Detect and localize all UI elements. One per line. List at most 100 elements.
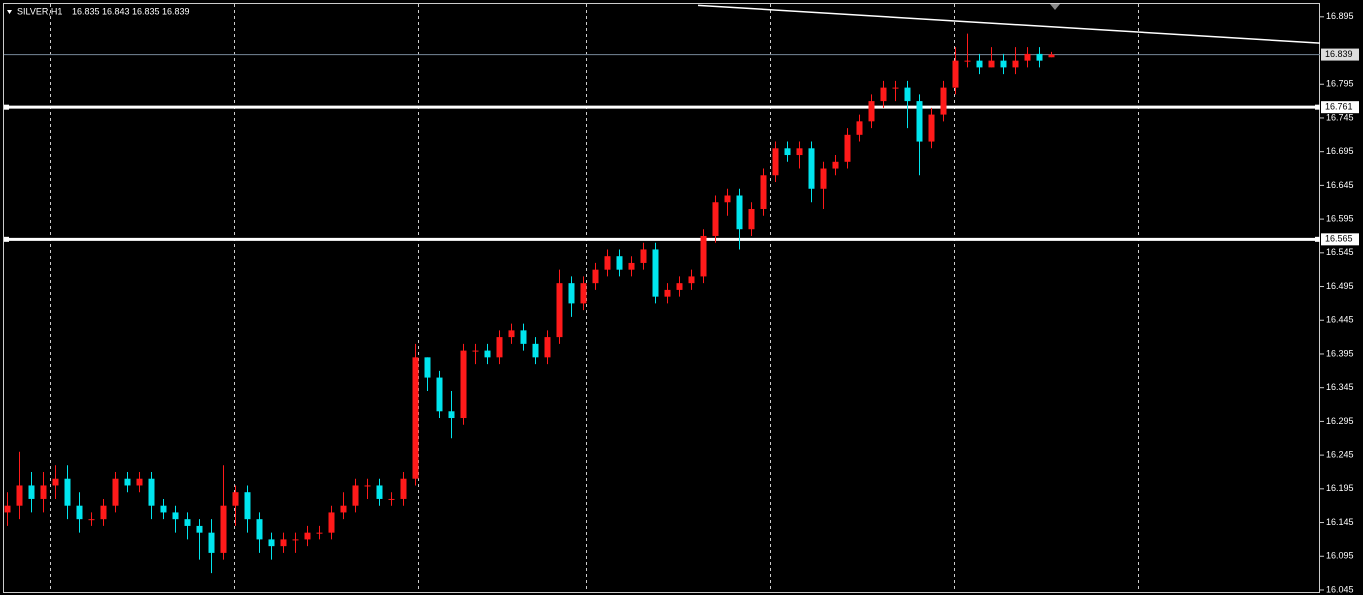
candle-body	[208, 532, 215, 553]
y-tick-label: 16.445	[1326, 315, 1354, 325]
price-tag	[1321, 48, 1359, 61]
candle-body	[496, 337, 503, 358]
candle-body	[640, 249, 647, 263]
candle-body	[808, 148, 815, 189]
candle-body	[172, 512, 179, 520]
candle-body	[328, 512, 335, 533]
candle-body	[280, 539, 287, 547]
candle-body	[1012, 60, 1019, 68]
y-tick-label: 16.295	[1326, 416, 1354, 426]
candle-body	[916, 101, 923, 142]
candle-body	[796, 148, 803, 156]
candle-body	[616, 256, 623, 270]
h-line-handle	[4, 104, 9, 110]
candle-body	[676, 283, 683, 290]
y-tick-label: 16.695	[1326, 146, 1354, 156]
candle-body	[196, 525, 203, 533]
candle-body	[400, 478, 407, 499]
candle-body	[112, 478, 119, 506]
candle-body	[136, 478, 143, 486]
candle-body	[508, 330, 515, 338]
marker	[1050, 4, 1060, 10]
candle-body	[388, 498, 395, 500]
y-tick-label: 16.795	[1326, 79, 1354, 89]
candle-body	[688, 276, 695, 284]
candle-body	[304, 532, 311, 540]
candle-body	[4, 505, 11, 513]
price-tag	[1321, 233, 1359, 246]
ohlc-value: 16.839	[162, 6, 190, 16]
candle-body	[412, 357, 419, 479]
candle-body	[460, 350, 467, 419]
candle-body	[568, 283, 575, 304]
y-tick-label: 16.495	[1326, 281, 1354, 291]
candle-body	[1024, 53, 1031, 61]
candle-body	[100, 505, 107, 520]
candle-body	[124, 478, 131, 486]
y-tick-label: 16.045	[1326, 584, 1354, 594]
y-tick-label: 16.395	[1326, 348, 1354, 358]
candle-body	[964, 60, 971, 62]
candle-body	[556, 283, 563, 338]
candle-body	[40, 485, 47, 499]
candle-body	[748, 208, 755, 230]
candle-body	[652, 249, 659, 297]
ohlc-header: 16.835 16.843 16.835 16.839	[72, 6, 190, 16]
candle-body	[256, 519, 263, 540]
price-tag	[1321, 101, 1359, 114]
candle-body	[52, 478, 59, 486]
candle-body	[232, 492, 239, 506]
candle-body	[832, 161, 839, 169]
candle-body	[436, 377, 443, 412]
candle-body	[856, 121, 863, 135]
candle-body	[868, 101, 875, 122]
y-tick-label: 16.345	[1326, 382, 1354, 392]
y-tick-label: 16.245	[1326, 449, 1354, 459]
price-tag-label: 16.565	[1325, 234, 1353, 244]
candle-body	[772, 148, 779, 176]
trendline	[697, 4, 1321, 44]
candle-body	[220, 505, 227, 553]
y-tick-label: 16.595	[1326, 213, 1354, 223]
candle-body	[604, 256, 611, 270]
candle-body	[1048, 54, 1055, 58]
candle-body	[892, 87, 899, 89]
y-tick-label: 16.645	[1326, 180, 1354, 190]
ohlc-value: 16.835	[132, 6, 160, 16]
candle-body	[352, 485, 359, 506]
candle-body	[952, 60, 959, 88]
candle-body	[376, 485, 383, 499]
candle-body	[976, 60, 983, 68]
candle-body	[64, 478, 71, 506]
candle-body	[820, 168, 827, 189]
candle-body	[700, 235, 707, 277]
candle-body	[1000, 60, 1007, 68]
candle-body	[28, 485, 35, 499]
candle-body	[784, 148, 791, 156]
candle-body	[472, 350, 479, 352]
price-tag-label: 16.839	[1325, 49, 1353, 59]
candle-body	[244, 492, 251, 520]
candle-body	[268, 539, 275, 547]
candle-body	[760, 175, 767, 209]
candle-body	[160, 505, 167, 513]
candle-body	[292, 539, 299, 541]
candle-body	[844, 134, 851, 162]
menu-arrow[interactable]	[7, 10, 12, 14]
h-line-handle	[1315, 104, 1320, 110]
plot-border	[3, 3, 1320, 593]
candle-body	[532, 343, 539, 358]
candle-body	[544, 337, 551, 358]
candle-body	[316, 532, 323, 534]
candle-body	[580, 283, 587, 304]
candle-body	[928, 114, 935, 142]
y-tick-label: 16.895	[1326, 11, 1354, 21]
candle-body	[724, 195, 731, 203]
candle-body	[904, 87, 911, 102]
candle-body	[364, 485, 371, 487]
h-line-handle	[1315, 236, 1320, 242]
candle-body	[520, 330, 527, 344]
price-tag-label: 16.761	[1325, 102, 1353, 112]
candle-body	[148, 478, 155, 506]
